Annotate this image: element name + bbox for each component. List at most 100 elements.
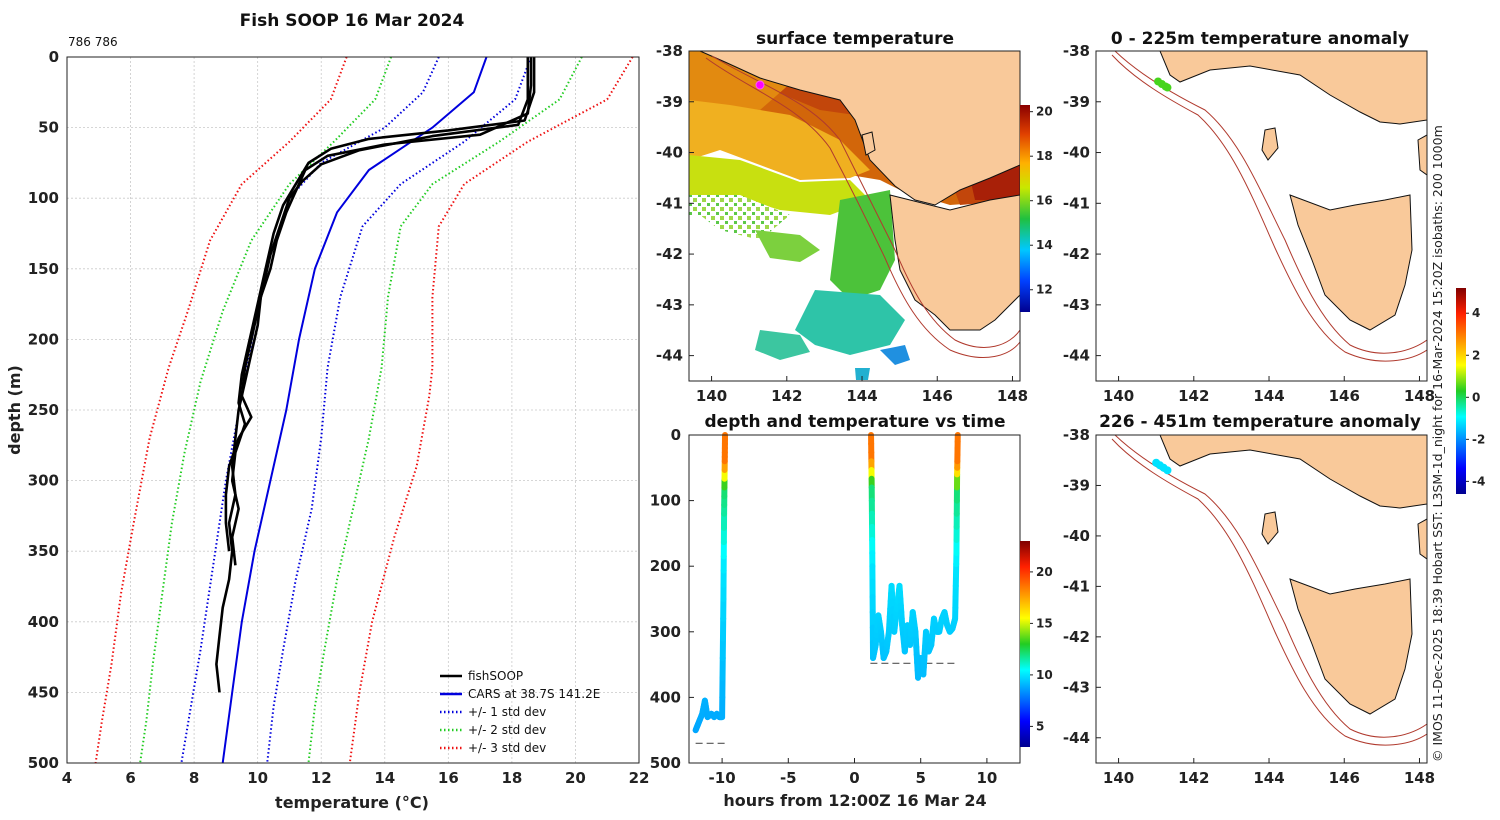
profile-y-tick-label: 0: [49, 48, 59, 66]
profile-series-line: [230, 57, 536, 566]
profile-series-line: [221, 56, 488, 764]
profile-x-tick-label: 18: [501, 769, 522, 787]
sst-map-ticks: 140 142 144 146 148 -38 -39 -40 -41 -42 -43 -44: [656, 42, 1028, 405]
sst-map-field: [689, 51, 1020, 381]
anomaly-shallow-y-tick-label: -39: [1063, 93, 1090, 111]
anomaly-deep-ticks: 140 142 144 146 148 -38 -39 -40 -41 -42 -43 -44: [1063, 426, 1435, 787]
depth-time-y-tick-label: 0: [671, 426, 681, 444]
anomaly-deep-title: 226 - 451m temperature anomaly: [1099, 412, 1421, 432]
depth-time-colorbar: [1020, 541, 1030, 747]
sst-colorbar-tick-label: 18: [1036, 149, 1053, 163]
profile-legend-label: CARS at 38.7S 141.2E: [468, 687, 600, 701]
anomaly-deep-x-tick-label: 142: [1178, 769, 1209, 787]
anomaly-deep-map: [1096, 435, 1427, 763]
anomaly-shallow-map: [1096, 51, 1427, 381]
anomaly-colorbar: [1456, 288, 1466, 494]
sst-map-y-tick-label: -38: [656, 42, 683, 60]
anomaly-shallow-track-point: [1163, 83, 1172, 92]
anomaly-shallow-x-tick-label: 140: [1103, 387, 1134, 405]
depth-time-y-tick-label: 300: [650, 623, 681, 641]
anomaly-deep-panel: 226 - 451m temperature anomaly 140 142 144…: [1063, 412, 1435, 787]
credit-text: © IMOS 11-Dec-2025 18:39 Hobart SST: L3S…: [1430, 125, 1445, 762]
profile-x-tick-label: 10: [247, 769, 268, 787]
anomaly-deep-y-tick-label: -42: [1063, 628, 1090, 646]
profile-y-tick-label: 250: [28, 401, 59, 419]
anomaly-deep-track: [1152, 458, 1172, 475]
sst-colorbar-tick-label: 20: [1036, 105, 1053, 119]
sst-colorbar: [1020, 105, 1030, 312]
profile-series-line: [348, 56, 634, 764]
sst-map-x-tick-label: 142: [771, 387, 802, 405]
anomaly-colorbar-ticks: -4 -2 0 2 4: [1466, 306, 1485, 488]
depth-time-y-tick-label: 200: [650, 557, 681, 575]
sst-map-title: surface temperature: [756, 29, 954, 49]
profile-legend: fishSOOP CARS at 38.7S 141.2E +/- 1 std de…: [440, 669, 600, 755]
sst-map-y-tick-label: -41: [656, 194, 683, 212]
profile-series: [94, 56, 634, 764]
depth-time-colorbar-ticks: 5 10 15 20: [1030, 565, 1053, 733]
profile-y-tick-label: 100: [28, 189, 59, 207]
anomaly-shallow-ticks: 140 142 144 146 148 -38 -39 -40 -41 -42 -43 -44: [1063, 42, 1435, 405]
profile-y-ticks: 0 50 100 150 200 250 300 350 400 450 500: [28, 48, 59, 772]
depth-time-y-tick-label: 100: [650, 492, 681, 510]
profile-y-tick-label: 200: [28, 330, 59, 348]
profile-x-tick-label: 8: [189, 769, 199, 787]
sst-track-point: [755, 80, 765, 90]
anomaly-shallow-track: [1154, 77, 1172, 92]
depth-time-x-label: hours from 12:00Z 16 Mar 24: [723, 791, 986, 810]
profile-x-tick-label: 12: [311, 769, 332, 787]
depth-time-colorbar-tick-label: 10: [1036, 668, 1053, 682]
profile-x-tick-label: 14: [374, 769, 395, 787]
profile-legend-label: fishSOOP: [468, 669, 523, 683]
profile-x-tick-label: 6: [125, 769, 135, 787]
anomaly-shallow-axes-box: [1095, 50, 1428, 382]
anomaly-shallow-x-tick-label: 144: [1253, 387, 1284, 405]
profile-y-tick-label: 50: [38, 119, 59, 137]
profile-legend-label: +/- 2 std dev: [468, 723, 546, 737]
anomaly-colorbar-tick-label: 0: [1472, 390, 1480, 404]
profile-title: Fish SOOP 16 Mar 2024: [240, 11, 465, 31]
profile-axes-box: [66, 56, 640, 764]
anomaly-shallow-y-tick-label: -40: [1063, 144, 1090, 162]
anomaly-deep-y-tick-label: -38: [1063, 426, 1090, 444]
profile-x-tick-label: 16: [438, 769, 459, 787]
anomaly-deep-y-tick-label: -41: [1063, 577, 1090, 595]
profile-legend-label: +/- 1 std dev: [468, 705, 546, 719]
anomaly-shallow-y-tick-label: -38: [1063, 42, 1090, 60]
depth-time-series: [692, 432, 961, 744]
depth-time-x-tick-label: 10: [976, 769, 997, 787]
anomaly-deep-y-tick-label: -40: [1063, 527, 1090, 545]
sst-map-x-tick-label: 146: [922, 387, 953, 405]
depth-time-colorbar-tick-label: 15: [1036, 616, 1053, 630]
anomaly-deep-x-tick-label: 140: [1103, 769, 1134, 787]
profile-x-ticks: 4 6 8 10 12 14 16 18 20 22: [62, 769, 650, 787]
profile-series-line: [266, 56, 532, 764]
depth-time-y-tick-label: 400: [650, 688, 681, 706]
sst-map-panel: surface temperature: [656, 29, 1053, 405]
anomaly-shallow-x-tick-label: 142: [1178, 387, 1209, 405]
sst-map-y-tick-label: -42: [656, 245, 683, 263]
depth-time-x-tick-label: 0: [849, 769, 859, 787]
sst-colorbar-tick-label: 12: [1036, 283, 1053, 297]
sst-colorbar-tick-label: 14: [1036, 238, 1053, 252]
sst-colorbar-ticks: 12 14 16 18 20: [1030, 105, 1053, 297]
sst-map-x-tick-label: 148: [997, 387, 1028, 405]
depth-time-x-tick-label: -5: [780, 769, 797, 787]
depth-time-colorbar-tick-label: 20: [1036, 565, 1053, 579]
anomaly-deep-x-tick-label: 148: [1404, 769, 1435, 787]
anomaly-shallow-y-tick-label: -41: [1063, 194, 1090, 212]
depth-time-grid: [689, 434, 988, 764]
profile-series-line: [180, 56, 440, 764]
sst-colorbar-tick-label: 16: [1036, 194, 1053, 208]
anomaly-colorbar-tick-label: -4: [1472, 474, 1485, 488]
anomaly-shallow-panel: 0 - 225m temperature anomaly 140 142 144 14…: [1063, 29, 1485, 494]
depth-time-panel: depth and temperature vs time -10 -5 0 5 100…: [650, 412, 1053, 810]
profile-y-tick-label: 300: [28, 472, 59, 490]
anomaly-deep-y-tick-label: -43: [1063, 678, 1090, 696]
anomaly-deep-y-tick-label: -44: [1063, 729, 1090, 747]
anomaly-deep-x-tick-label: 146: [1329, 769, 1360, 787]
anomaly-deep-track-point: [1163, 466, 1172, 475]
anomaly-deep-y-tick-label: -39: [1063, 476, 1090, 494]
anomaly-deep-axes-box: [1095, 434, 1428, 764]
